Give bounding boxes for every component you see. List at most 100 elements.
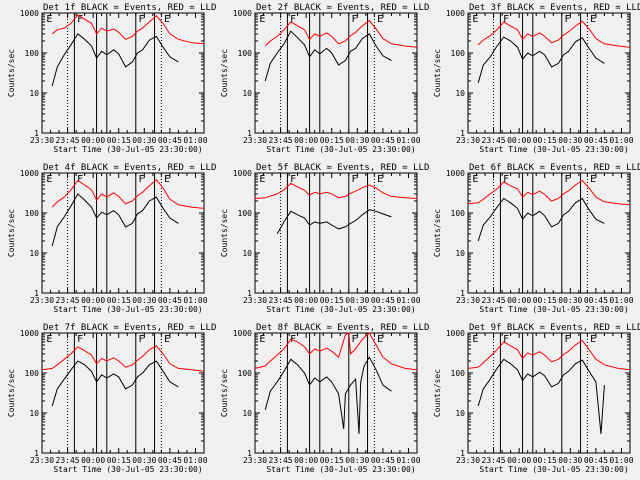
y-tick-label: 1000	[446, 329, 465, 338]
x-tick-label: 01:00	[396, 296, 420, 305]
region-label: E	[259, 14, 265, 25]
x-tick-label: 00:15	[107, 456, 131, 465]
y-axis-label: Counts/sec	[433, 49, 442, 97]
chart-title: Det 6f BLACK = Events, RED = LLD	[469, 163, 640, 173]
x-tick-label: 00:00	[81, 456, 105, 465]
series-line-events	[264, 356, 392, 434]
x-tick-label: 23:30	[243, 136, 267, 145]
x-axis-label: Start Time (30-Jul-05 23:30:00)	[266, 305, 415, 314]
x-tick-label: 00:45	[371, 456, 395, 465]
region-label: E	[377, 174, 383, 185]
x-tick-label: 00:30	[558, 456, 582, 465]
series-line-lld	[254, 332, 418, 371]
x-tick-label: 00:45	[371, 296, 395, 305]
series-line-lld	[51, 178, 205, 209]
x-tick-label: 01:00	[609, 296, 633, 305]
series-line-events	[51, 360, 179, 407]
x-tick-label: 23:30	[243, 296, 267, 305]
y-tick-label: 100	[238, 369, 253, 378]
region-label: E	[377, 334, 383, 345]
x-axis-label: Start Time (30-Jul-05 23:30:00)	[479, 145, 628, 154]
region-label: E	[472, 174, 478, 185]
x-tick-label: 00:30	[558, 136, 582, 145]
y-tick-label: 10	[242, 89, 252, 98]
x-tick-label: 23:30	[456, 456, 480, 465]
y-axis-label: Counts/sec	[220, 49, 229, 97]
plot-frame	[254, 332, 418, 454]
x-tick-label: 00:45	[158, 296, 182, 305]
region-label: E	[46, 14, 52, 25]
plot-frame	[467, 332, 631, 454]
x-tick-label: 23:45	[269, 136, 293, 145]
region-label: E	[164, 174, 170, 185]
chart-panel-1: Det 1f BLACK = Events, RED = LLD 1 10 100 10…	[7, 3, 216, 154]
x-tick-label: 01:00	[183, 296, 207, 305]
region-label: F	[351, 334, 357, 345]
x-tick-label: 00:15	[320, 136, 344, 145]
region-label: E	[472, 14, 478, 25]
x-tick-label: 23:30	[30, 136, 54, 145]
y-tick-label: 1	[247, 449, 252, 458]
x-tick-label: 00:45	[371, 136, 395, 145]
y-axis-label: Counts/sec	[7, 49, 16, 97]
plot-frame	[254, 172, 418, 294]
x-tick-label: 23:30	[456, 136, 480, 145]
y-tick-label: 1000	[233, 329, 252, 338]
y-tick-label: 1000	[446, 169, 465, 178]
x-tick-label: 00:00	[294, 296, 318, 305]
plot-frame	[41, 332, 205, 454]
series-line-events	[477, 197, 605, 242]
y-axis-label: Counts/sec	[433, 209, 442, 257]
y-tick-label: 100	[238, 209, 253, 218]
region-label: E	[259, 334, 265, 345]
region-label: E	[46, 174, 52, 185]
y-tick-label: 1	[460, 289, 465, 298]
y-tick-label: 1	[460, 129, 465, 138]
x-tick-label: 00:45	[584, 456, 608, 465]
y-tick-label: 100	[25, 369, 40, 378]
series-line-lld	[467, 179, 631, 206]
chart-title: Det 1f BLACK = Events, RED = LLD	[43, 3, 216, 13]
chart-panel-4: Det 4f BLACK = Events, RED = LLD 1 10 100 10…	[7, 163, 216, 314]
plot-frame	[467, 172, 631, 294]
y-tick-label: 100	[451, 209, 466, 218]
y-tick-label: 1	[34, 289, 39, 298]
region-label: F	[77, 174, 83, 185]
y-tick-label: 10	[242, 249, 252, 258]
region-label: F	[138, 174, 144, 185]
series-line-lld	[467, 339, 631, 371]
chart-title: Det 7f BLACK = Events, RED = LLD	[43, 323, 216, 333]
series-line-events	[264, 30, 392, 82]
x-tick-label: 00:00	[507, 296, 531, 305]
region-label: F	[503, 14, 509, 25]
region-label: F	[290, 14, 296, 25]
y-tick-label: 1	[34, 449, 39, 458]
region-label: E	[590, 174, 596, 185]
chart-title: Det 2f BLACK = Events, RED = LLD	[256, 3, 429, 13]
chart-panel-6: Det 6f BLACK = Events, RED = LLD 1 10 100 10…	[433, 163, 640, 314]
series-line-lld	[477, 20, 631, 48]
region-label: F	[564, 334, 570, 345]
chart-title: Det 8f BLACK = Events, RED = LLD	[256, 323, 429, 333]
x-tick-label: 00:45	[584, 136, 608, 145]
series-line-lld	[264, 19, 418, 48]
region-label: F	[564, 14, 570, 25]
x-tick-label: 23:30	[30, 296, 54, 305]
y-tick-label: 100	[238, 49, 253, 58]
region-label: F	[564, 174, 570, 185]
x-tick-label: 00:30	[132, 296, 156, 305]
series-line-lld	[51, 14, 205, 45]
region-label: F	[290, 334, 296, 345]
x-axis-label: Start Time (30-Jul-05 23:30:00)	[479, 305, 628, 314]
region-label: E	[590, 14, 596, 25]
region-label: F	[351, 174, 357, 185]
x-axis-label: Start Time (30-Jul-05 23:30:00)	[479, 465, 628, 474]
y-tick-label: 1	[460, 449, 465, 458]
region-label: F	[290, 174, 296, 185]
x-tick-label: 00:15	[533, 296, 557, 305]
x-tick-label: 01:00	[183, 136, 207, 145]
series-line-events	[477, 358, 605, 434]
chart-panel-7: Det 7f BLACK = Events, RED = LLD 1 10 100 10…	[7, 323, 216, 474]
x-axis-label: Start Time (30-Jul-05 23:30:00)	[266, 465, 415, 474]
